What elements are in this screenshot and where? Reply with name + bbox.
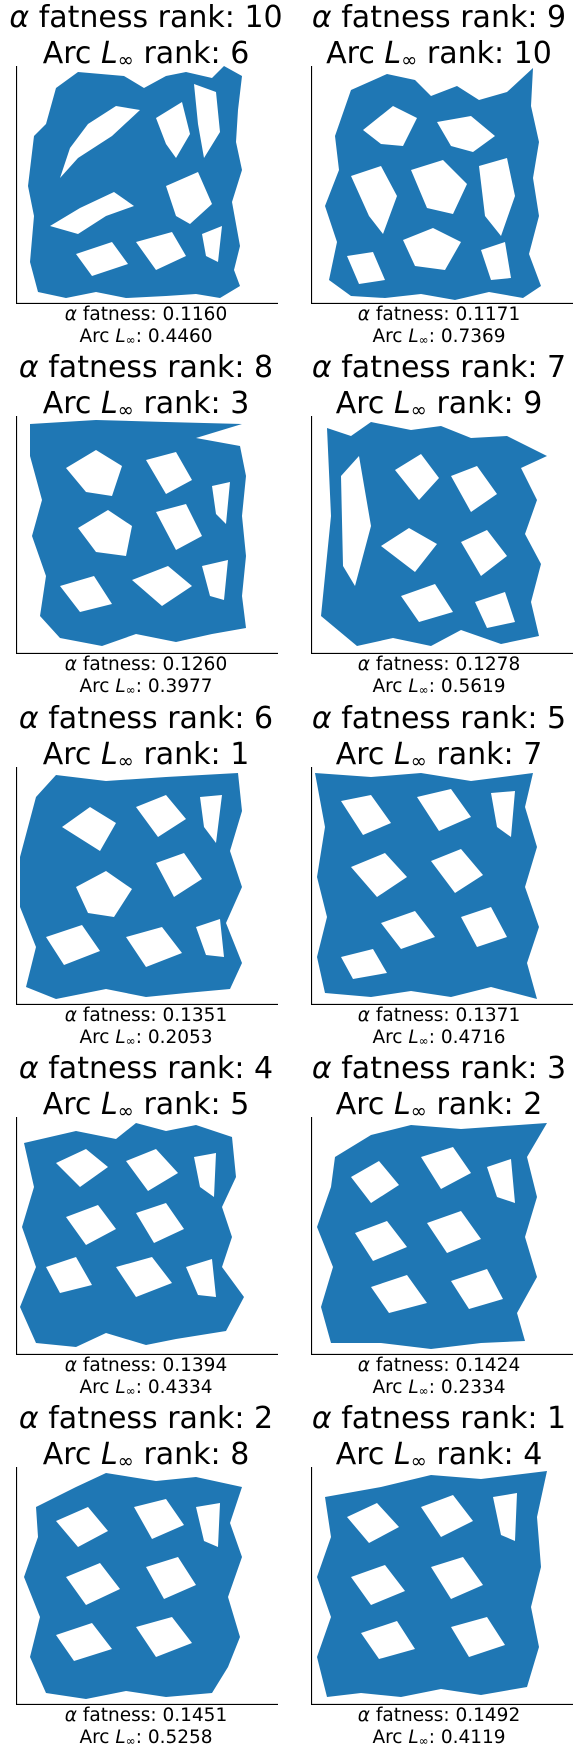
alpha-rank-title: α fatness rank: 4 [18,1051,274,1086]
polygon-axes [311,1117,573,1355]
polygon-shape [28,66,242,298]
polygon-axes [16,1467,278,1705]
alpha-rank-title: α fatness rank: 5 [311,701,567,736]
panel-1: α fatness rank: 10 Arc L∞ rank: 6 α fatn… [0,0,292,348]
alpha-fatness-caption: α fatness: 0.1171 [357,304,521,325]
panel-2: α fatness rank: 9 Arc L∞ rank: 10 α fatn… [293,0,585,348]
panel-5: α fatness rank: 6 Arc L∞ rank: 1 α fatne… [0,701,292,1049]
arc-rank-title: Arc L∞ rank: 6 [42,36,250,72]
polygon-axes [311,66,573,304]
polygon-shape [325,68,541,300]
arc-linf-caption: Arc L∞: 0.5258 [79,1727,213,1749]
polygon-axes [311,767,573,1005]
alpha-rank-title: α fatness rank: 9 [311,0,567,35]
panel-9: α fatness rank: 2 Arc L∞ rank: 8 α fatne… [0,1401,292,1749]
polygon-shape [321,422,547,646]
arc-rank-title: Arc L∞ rank: 8 [42,1437,250,1473]
arc-rank-title: Arc L∞ rank: 2 [335,1087,543,1123]
arc-rank-title: Arc L∞ rank: 4 [335,1437,543,1473]
polygon-axes [311,1467,573,1705]
alpha-rank-title: α fatness rank: 1 [311,1401,567,1436]
alpha-fatness-caption: α fatness: 0.1492 [357,1705,521,1726]
polygon-shape [317,1123,547,1349]
arc-linf-caption: Arc L∞: 0.3977 [79,676,213,698]
polygon-shape [20,1123,244,1347]
panel-7: α fatness rank: 4 Arc L∞ rank: 5 α fatne… [0,1051,292,1399]
arc-linf-caption: Arc L∞: 0.4334 [79,1377,213,1399]
arc-rank-title: Arc L∞ rank: 9 [335,386,543,422]
arc-linf-caption: Arc L∞: 0.4716 [372,1027,506,1049]
polygon-axes [16,767,278,1005]
polygon-axes [16,66,278,304]
polygon-shape [30,420,246,646]
arc-rank-title: Arc L∞ rank: 3 [42,386,250,422]
polygon-axes [311,416,573,654]
alpha-fatness-caption: α fatness: 0.1160 [64,304,228,325]
arc-rank-title: Arc L∞ rank: 10 [326,36,552,72]
arc-linf-caption: Arc L∞: 0.7369 [372,326,506,348]
alpha-fatness-caption: α fatness: 0.1260 [64,654,228,675]
arc-linf-caption: Arc L∞: 0.4119 [372,1727,506,1749]
arc-linf-caption: Arc L∞: 0.4460 [79,326,213,348]
arc-linf-caption: Arc L∞: 0.5619 [372,676,506,698]
polygon-axes [16,1117,278,1355]
polygon-shape [24,1473,242,1699]
arc-rank-title: Arc L∞ rank: 1 [42,737,250,773]
polygon-shape [315,773,539,999]
panel-6: α fatness rank: 5 Arc L∞ rank: 7 α fatne… [293,701,585,1049]
arc-rank-title: Arc L∞ rank: 5 [42,1087,250,1123]
alpha-fatness-caption: α fatness: 0.1278 [357,654,521,675]
alpha-rank-title: α fatness rank: 6 [18,701,274,736]
alpha-rank-title: α fatness rank: 8 [18,350,274,385]
alpha-fatness-caption: α fatness: 0.1371 [357,1005,521,1026]
polygon-shape [20,773,242,999]
polygon-shape [317,1471,547,1697]
arc-rank-title: Arc L∞ rank: 7 [335,737,543,773]
alpha-fatness-caption: α fatness: 0.1451 [64,1705,228,1726]
alpha-fatness-caption: α fatness: 0.1394 [64,1355,228,1376]
alpha-fatness-caption: α fatness: 0.1351 [64,1005,228,1026]
alpha-rank-title: α fatness rank: 10 [9,0,283,35]
alpha-rank-title: α fatness rank: 2 [18,1401,274,1436]
arc-linf-caption: Arc L∞: 0.2334 [372,1377,506,1399]
polygon-axes [16,416,278,654]
panel-8: α fatness rank: 3 Arc L∞ rank: 2 α fatne… [293,1051,585,1399]
panel-3: α fatness rank: 8 Arc L∞ rank: 3 α fatne… [0,350,292,698]
panel-10: α fatness rank: 1 Arc L∞ rank: 4 α fatne… [293,1401,585,1749]
alpha-rank-title: α fatness rank: 7 [311,350,567,385]
alpha-fatness-caption: α fatness: 0.1424 [357,1355,521,1376]
arc-linf-caption: Arc L∞: 0.2053 [79,1027,213,1049]
panel-4: α fatness rank: 7 Arc L∞ rank: 9 α fatne… [293,350,585,698]
alpha-rank-title: α fatness rank: 3 [311,1051,567,1086]
